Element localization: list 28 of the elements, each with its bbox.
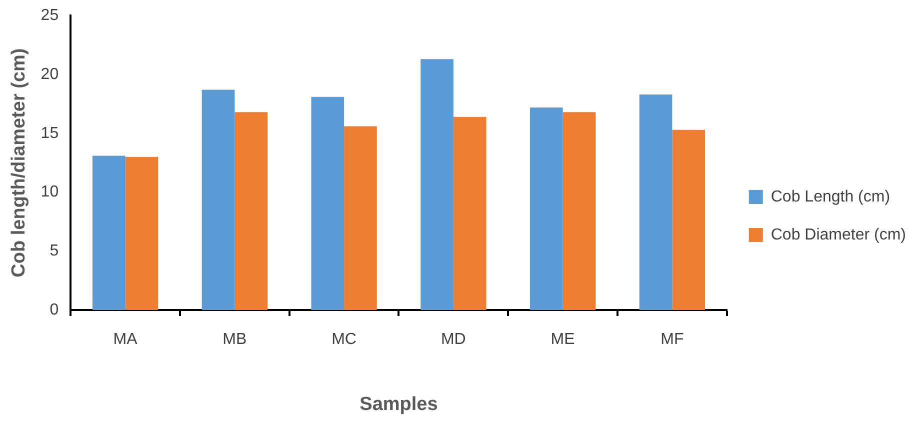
bar [125,156,158,310]
y-tick-label: 15 [40,124,59,142]
legend-label: Cob Length (cm) [770,188,890,206]
x-tick-label: MF [660,331,684,348]
x-axis-title: Samples [360,394,438,415]
bar [530,107,563,310]
x-tick-label: MA [113,331,138,348]
bar [562,112,596,310]
bar [311,96,344,310]
x-tick-label: ME [550,331,575,348]
bar [202,90,235,310]
x-tick-label: MD [440,331,466,348]
bar [453,116,486,310]
x-tick-label: MB [222,331,247,348]
bar [234,112,268,310]
bar [639,94,672,310]
bar [420,59,454,310]
y-axis-title: Cob length/diameter (cm) [8,48,30,278]
x-tick-label: MC [332,331,356,348]
y-tick-label: 25 [40,7,59,24]
y-tick-label: 5 [50,242,59,260]
y-tick-label: 0 [50,301,59,318]
bar [344,126,377,310]
bar [92,156,126,310]
y-tick-label: 10 [40,184,59,201]
bar [672,130,705,310]
y-tick-label: 20 [40,66,59,83]
legend-label: Cob Diameter (cm) [770,226,906,244]
